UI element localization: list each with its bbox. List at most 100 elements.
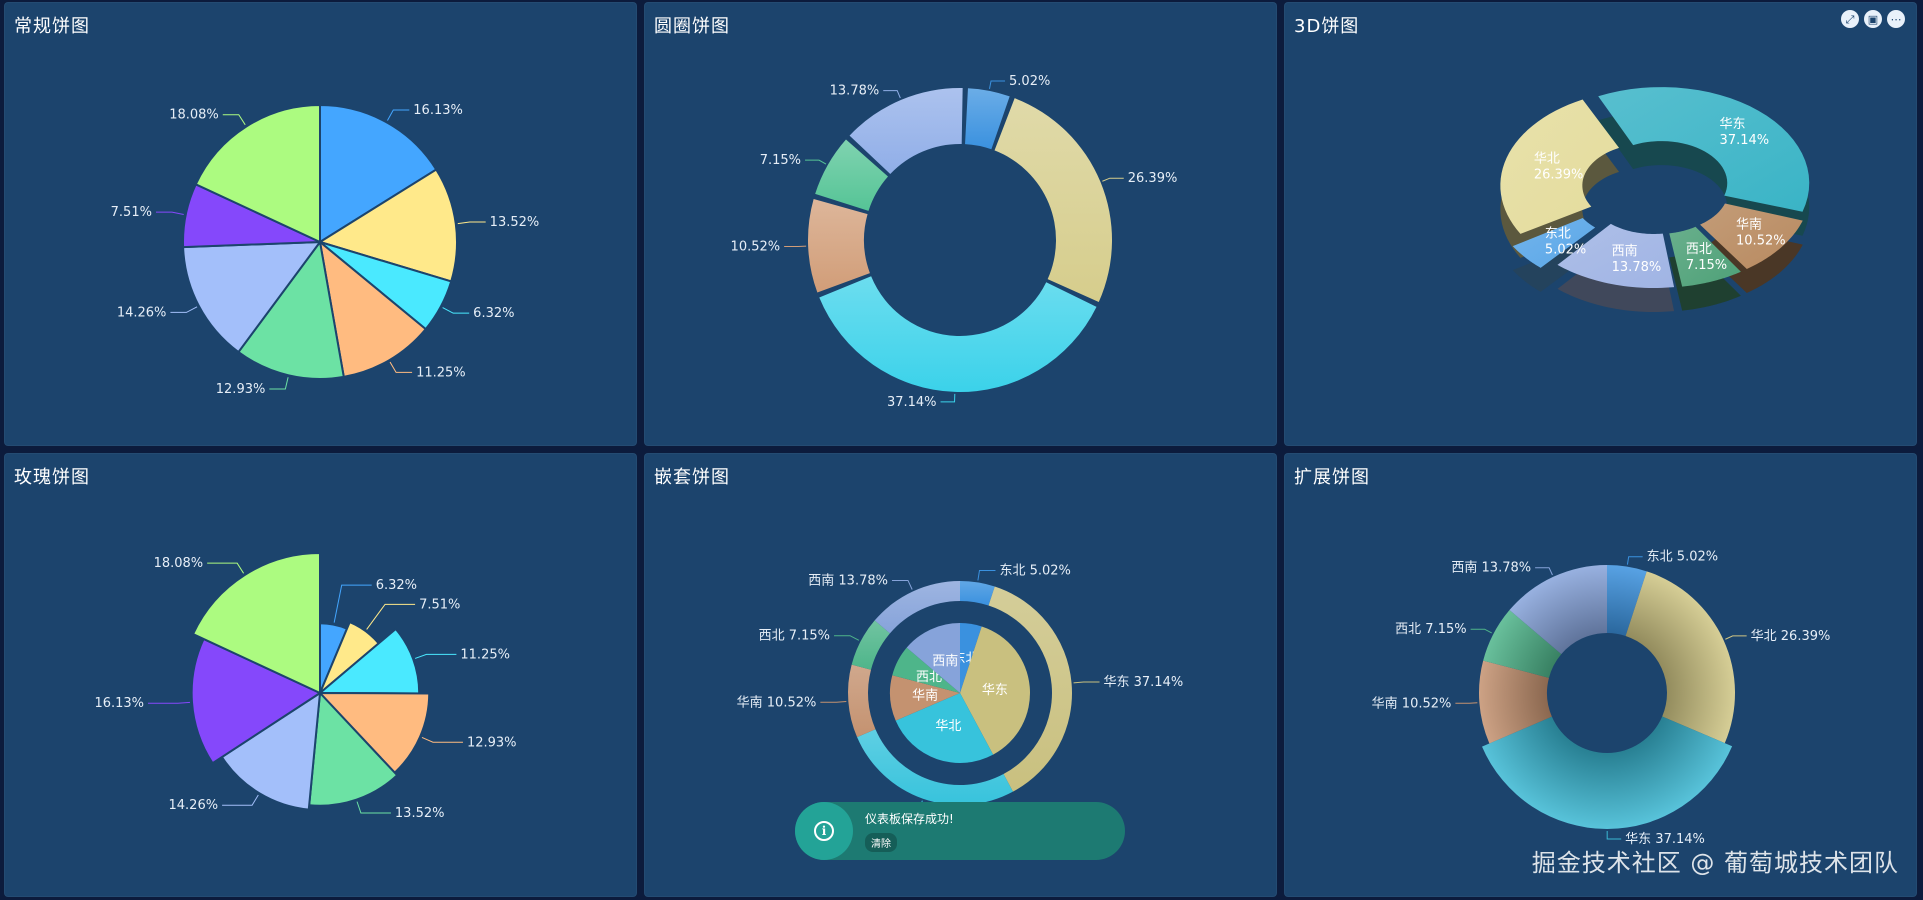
inner-slice-label: 华南 xyxy=(912,688,938,704)
slice-value-label: 10.52% xyxy=(1736,234,1786,249)
donut-slice[interactable] xyxy=(1479,660,1552,744)
leader-line xyxy=(891,579,913,590)
leader-line xyxy=(389,361,413,373)
leader-line xyxy=(421,737,463,743)
slice-label: 18.08% xyxy=(169,108,219,123)
leader-line xyxy=(1455,702,1478,704)
pie-slice[interactable] xyxy=(317,168,458,283)
leader-line xyxy=(820,701,847,703)
leader-line xyxy=(222,114,246,126)
leader-line xyxy=(977,570,996,581)
panel-expanded-pie: 扩展饼图 东北 5.02% 华北 26.39% 华东 37.14% 华南 10.52%… xyxy=(1284,453,1917,897)
donut-slice[interactable] xyxy=(808,198,870,293)
outer-ring-slice[interactable] xyxy=(848,664,876,738)
pie-slice[interactable] xyxy=(319,103,438,244)
regular-pie-chart: 16.13% 13.52% 6.32% 11.25% 12.93% 14.26% 7.51%… xyxy=(111,103,540,397)
inner-pie-slice[interactable] xyxy=(960,623,982,693)
ring-pie-chart: 5.02% 26.39% 37.14% 10.52% 7.15% 13.78% xyxy=(731,74,1178,410)
inner-pie-slice[interactable] xyxy=(892,647,960,693)
pie-slice[interactable] xyxy=(318,239,428,379)
rose-slice[interactable] xyxy=(191,551,321,695)
leader-line xyxy=(333,584,372,623)
slice-name-label: 西北 xyxy=(1686,242,1712,257)
donut-slice[interactable] xyxy=(819,276,1097,392)
slice-label: 7.15% xyxy=(760,153,801,168)
panel-title: 常规饼图 xyxy=(14,16,90,37)
rose-slice[interactable] xyxy=(190,637,323,765)
slice-label: 6.32% xyxy=(376,578,417,593)
leader-line xyxy=(457,221,486,225)
slice-label: 华南 10.52% xyxy=(1372,695,1452,711)
donut-slice[interactable] xyxy=(849,88,963,175)
donut-slice[interactable] xyxy=(1482,716,1733,829)
toast-clear-button[interactable]: 清除 xyxy=(865,833,897,852)
3d-slice[interactable] xyxy=(1500,99,1620,234)
slice-label: 5.02% xyxy=(1009,74,1050,89)
slice-label: 7.51% xyxy=(419,597,460,612)
3d-slice[interactable] xyxy=(1557,223,1675,288)
inner-pie-slice[interactable] xyxy=(906,623,960,693)
rose-slice[interactable] xyxy=(317,627,421,695)
fullscreen-icon[interactable]: ⤢ xyxy=(1841,10,1859,28)
rose-slice[interactable] xyxy=(317,691,431,775)
slice-name-label: 东北 xyxy=(1545,226,1571,241)
leader-line xyxy=(207,562,245,574)
rose-slice[interactable] xyxy=(308,690,399,807)
leader-line xyxy=(222,794,259,806)
slice-label: 东北 5.02% xyxy=(999,564,1070,579)
outer-ring-slice[interactable] xyxy=(988,586,1072,792)
leader-line xyxy=(170,306,198,313)
slice-label: 西北 7.15% xyxy=(1395,622,1466,637)
donut-slice[interactable] xyxy=(965,88,1010,150)
panel-title: 扩展饼图 xyxy=(1294,467,1370,488)
outer-ring-slice[interactable] xyxy=(857,729,1013,805)
leader-line xyxy=(442,307,470,314)
leader-line xyxy=(366,603,416,630)
slice-label: 11.25% xyxy=(416,365,466,380)
leader-line xyxy=(1073,681,1100,684)
3d-slice[interactable] xyxy=(1669,226,1741,287)
leader-line xyxy=(883,90,901,99)
donut-slice[interactable] xyxy=(994,98,1112,303)
slice-value-label: 13.78% xyxy=(1612,260,1662,275)
slice-label: 12.93% xyxy=(467,735,517,750)
inner-pie-slice[interactable] xyxy=(960,626,1030,755)
panel-title: 圆圈饼图 xyxy=(654,16,730,37)
outer-ring-slice[interactable] xyxy=(874,581,960,634)
outer-ring-slice[interactable] xyxy=(960,581,995,606)
leader-line xyxy=(269,377,289,390)
more-icon[interactable]: ⋯ xyxy=(1887,10,1905,28)
leader-line xyxy=(387,109,410,121)
pie-slice[interactable] xyxy=(237,239,345,380)
leader-line xyxy=(940,393,956,403)
outer-ring-slice[interactable] xyxy=(851,620,890,670)
inner-pie-slice[interactable] xyxy=(890,675,960,721)
3d-slice[interactable] xyxy=(1700,203,1803,269)
watermark: 掘金技术社区 @ 葡萄城技术团队 xyxy=(1531,849,1899,877)
leader-line xyxy=(834,635,860,641)
rose-pie-chart: 6.32%7.51% 11.25% 12.93% 13.52% 14.26% 16.13%… xyxy=(94,551,517,821)
rose-slice[interactable] xyxy=(220,691,322,811)
slice-label: 14.26% xyxy=(169,798,219,813)
donut-slice[interactable] xyxy=(1483,610,1562,678)
donut-slice[interactable] xyxy=(1625,571,1735,744)
info-icon: i xyxy=(795,802,853,860)
donut-slice[interactable] xyxy=(815,139,888,211)
save-image-icon[interactable]: ▣ xyxy=(1864,10,1882,28)
slice-name-label: 华南 xyxy=(1736,217,1762,233)
inner-slice-label: 华东 xyxy=(982,683,1008,698)
slice-label: 华南 10.52% xyxy=(737,694,817,710)
pie-slice[interactable] xyxy=(182,240,323,354)
slice-name-label: 西南 xyxy=(1612,243,1638,259)
inner-pie-slice[interactable] xyxy=(895,693,994,763)
donut-slice[interactable] xyxy=(1607,565,1647,636)
panel-title: 3D饼图 xyxy=(1294,16,1360,37)
leader-line xyxy=(1725,635,1747,640)
panel-regular-pie: 常规饼图 16.13% 13.52% 6.32% 11.25% 12.93% 14.26%… xyxy=(4,2,637,446)
donut-slice[interactable] xyxy=(1509,565,1607,655)
3d-slice[interactable] xyxy=(1512,218,1596,268)
pie-slice[interactable] xyxy=(194,103,321,244)
3d-slice[interactable] xyxy=(1598,87,1810,212)
inner-slice-label: 西南 xyxy=(932,653,958,669)
panel-rose-pie: 玫瑰饼图 6.32% 7.51% 11.25% 12.93% 13.52% 14.26% 1… xyxy=(4,453,637,897)
